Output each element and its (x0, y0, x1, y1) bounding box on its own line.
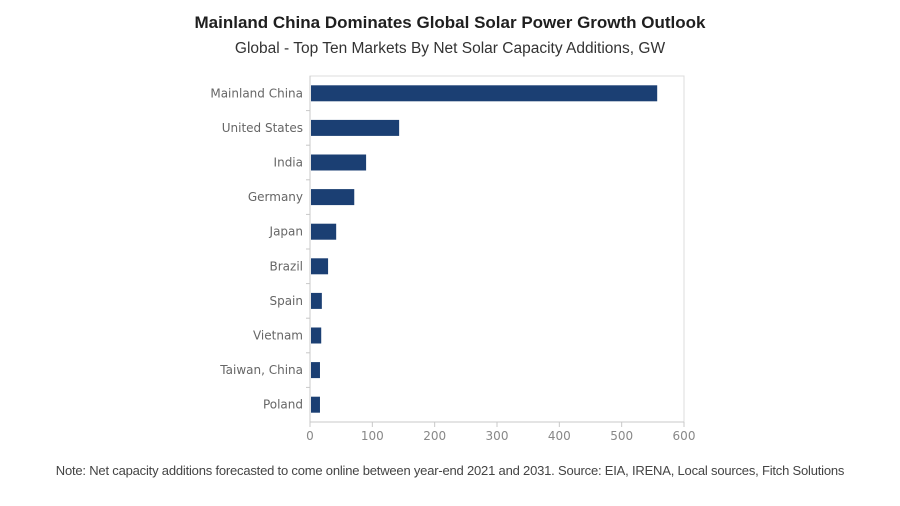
bar-germany (311, 189, 355, 206)
category-label: Brazil (270, 259, 304, 273)
category-label: Poland (263, 398, 303, 412)
chart-subtitle: Global - Top Ten Markets By Net Solar Ca… (234, 40, 666, 57)
bar-poland (311, 396, 320, 413)
chart-title: Mainland China Dominates Global Solar Po… (194, 13, 706, 32)
chart-note: Note: Net capacity additions forecasted … (55, 463, 845, 478)
category-label: Vietnam (253, 329, 303, 343)
bar-brazil (311, 258, 329, 275)
x-tick-label: 600 (673, 429, 696, 443)
category-label: Japan (269, 225, 303, 239)
x-tick-label: 400 (548, 429, 571, 443)
bar-united-states (311, 119, 400, 136)
x-tick-label: 200 (423, 429, 446, 443)
bar-taiwan-china (311, 362, 320, 379)
category-label: India (274, 156, 303, 170)
x-tick-label: 300 (486, 429, 509, 443)
x-tick-label: 0 (306, 429, 314, 443)
category-label: Germany (248, 190, 303, 204)
x-tick-label: 100 (361, 429, 384, 443)
category-label: United States (222, 121, 303, 135)
bar-japan (311, 223, 337, 240)
category-label: Mainland China (210, 86, 303, 100)
category-label: Taiwan, China (219, 363, 303, 377)
bar-vietnam (311, 327, 322, 344)
x-tick-label: 500 (610, 429, 633, 443)
bar-mainland-china (311, 85, 658, 102)
bar-india (311, 154, 367, 171)
bar-spain (311, 292, 322, 309)
category-label: Spain (269, 294, 303, 308)
